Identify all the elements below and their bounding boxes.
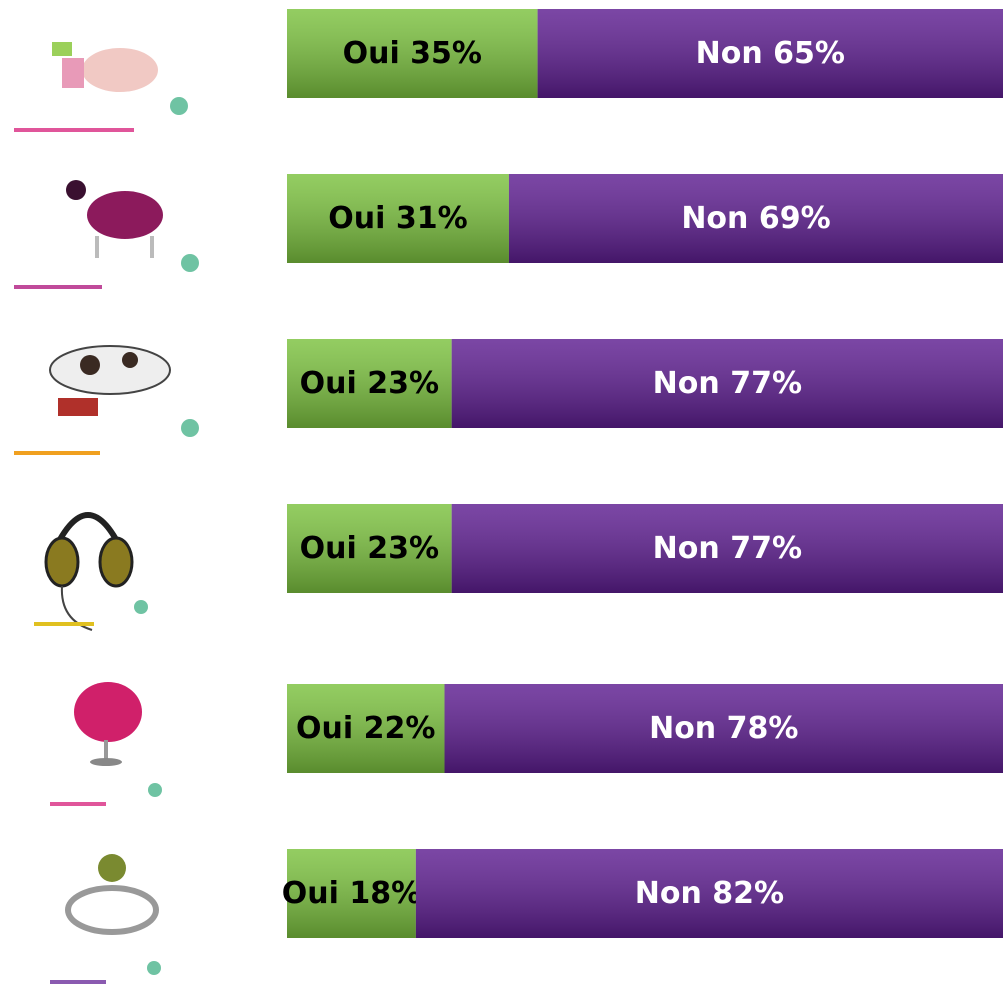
- bar-label: Oui 18%: [282, 876, 421, 911]
- bar-label: Oui 23%: [300, 531, 439, 566]
- thumb-pig: [14, 42, 188, 132]
- bar-shade: [287, 504, 452, 593]
- bar-shade: [451, 504, 1003, 593]
- bar-label: Non 65%: [696, 36, 845, 71]
- bar-shade: [287, 684, 445, 773]
- thumb-chair: [50, 682, 162, 806]
- bar-shade: [287, 339, 452, 428]
- bar-label: Oui 31%: [328, 201, 467, 236]
- bar-label: Non 77%: [653, 531, 802, 566]
- bar-shade: [444, 684, 1003, 773]
- bar-shade: [287, 849, 416, 938]
- bar-label: Non 77%: [653, 366, 802, 401]
- bar-shade: [415, 849, 1003, 938]
- thumbnails: [14, 42, 199, 984]
- bar-label: Oui 35%: [343, 36, 482, 71]
- bar-shade: [508, 174, 1003, 263]
- thumb-ring: [50, 854, 161, 984]
- thumb-headphones: [34, 512, 148, 631]
- bar-label: Oui 23%: [300, 366, 439, 401]
- bar-label: Non 78%: [649, 711, 798, 746]
- thumb-cow: [14, 345, 199, 455]
- bar-label: Oui 22%: [296, 711, 435, 746]
- bar-shade: [451, 339, 1003, 428]
- bar-shade: [287, 9, 538, 98]
- bar-label: Non 82%: [635, 876, 784, 911]
- bar-shade: [287, 174, 509, 263]
- bar-shade: [537, 9, 1003, 98]
- thumb-sheep: [14, 180, 199, 289]
- bar-label: Non 69%: [681, 201, 830, 236]
